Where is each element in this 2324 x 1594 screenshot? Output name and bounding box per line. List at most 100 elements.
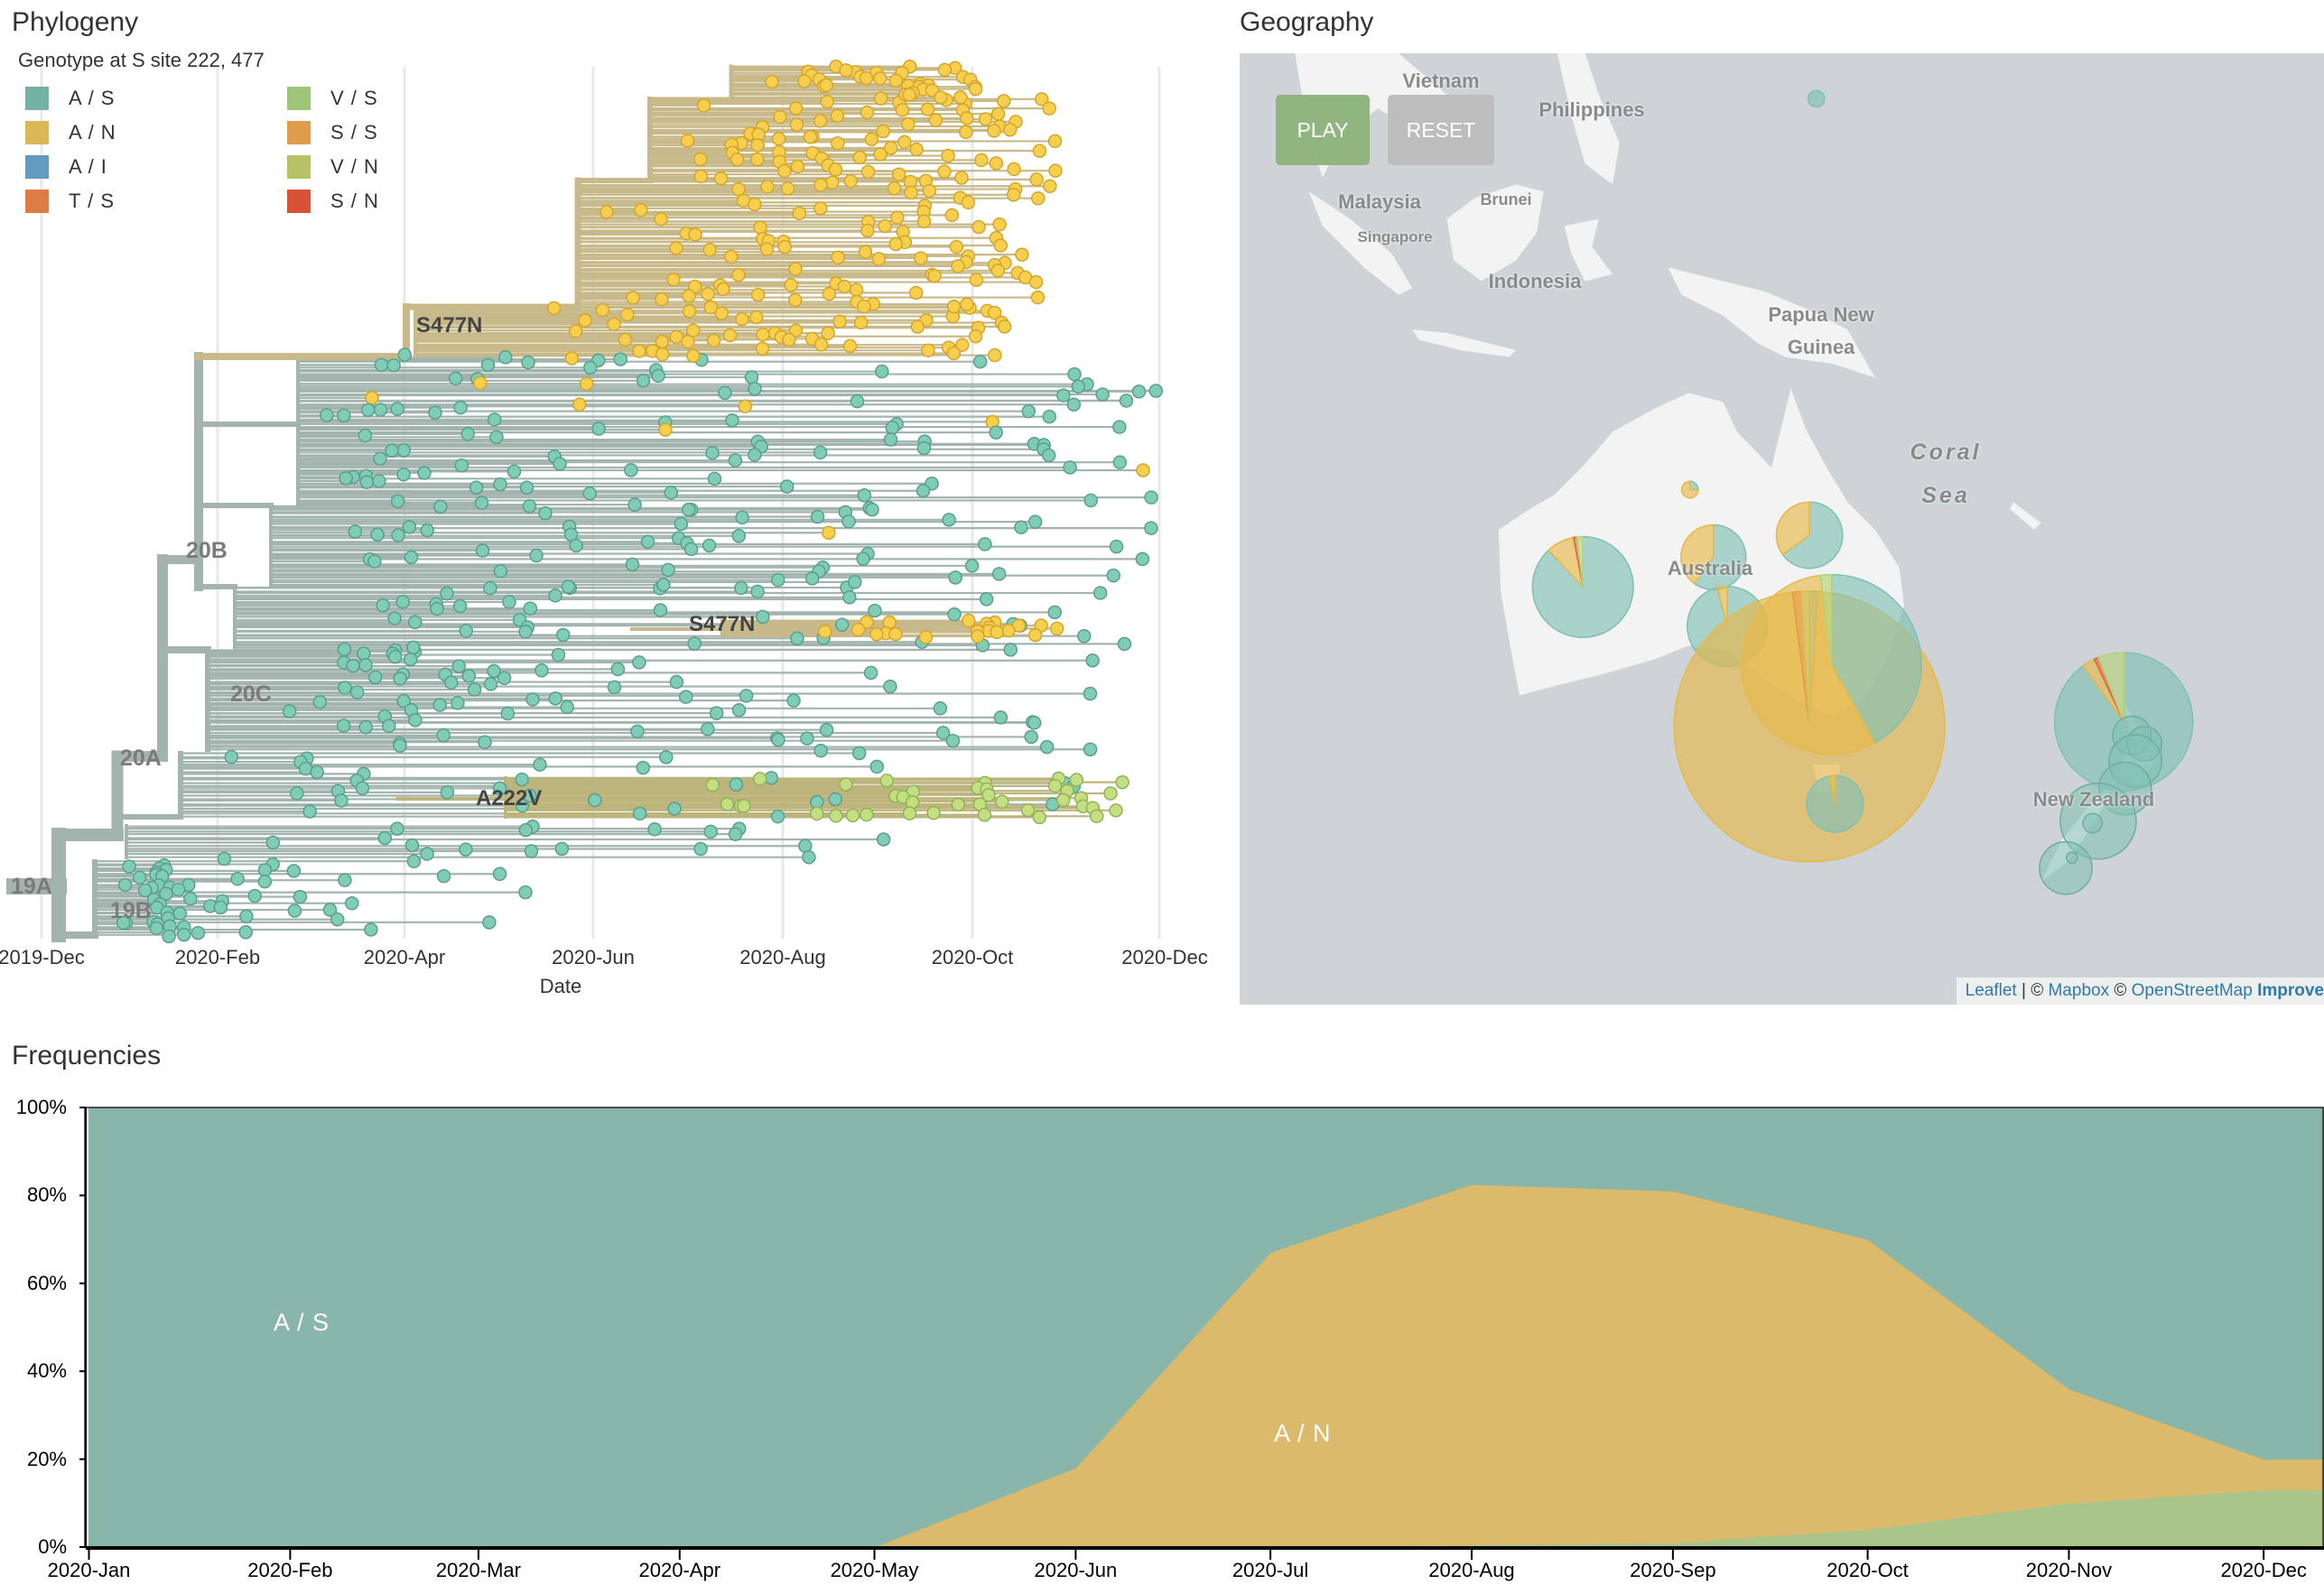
tree-tip <box>396 443 411 458</box>
tree-tip <box>682 304 697 319</box>
pie-slice <box>1576 535 1584 588</box>
reset-button[interactable]: RESET <box>1388 95 1494 165</box>
y-tick-label: 60% <box>26 1271 67 1294</box>
tree-tip <box>472 375 488 391</box>
tree-tip <box>408 713 423 727</box>
location-pie[interactable] <box>1680 480 1699 499</box>
improve-link[interactable]: Improve <box>2257 981 2324 1000</box>
tree-tip <box>583 360 598 375</box>
tree-tip <box>879 774 894 788</box>
tree-tip <box>773 109 787 125</box>
tree-tip <box>720 797 735 811</box>
tree-tip <box>750 287 766 302</box>
y-tick-label: 80% <box>26 1183 67 1207</box>
tree-tip <box>756 609 770 625</box>
tree-tip <box>722 328 738 343</box>
tree-tip <box>910 320 925 334</box>
tree-x-tick: 2020-Jun <box>552 946 635 968</box>
tree-tip <box>515 798 530 813</box>
legend-label: A / S <box>69 87 116 109</box>
phylogeny-tree[interactable] <box>0 0 1201 1011</box>
tree-tip <box>883 679 897 694</box>
legend-item[interactable]: A / S <box>25 85 115 112</box>
tree-tip <box>385 443 399 458</box>
location-pie[interactable] <box>1741 573 1922 755</box>
tree-tip <box>834 617 850 632</box>
tree-tip <box>653 603 668 617</box>
tree-tip <box>871 252 887 266</box>
tree-tip <box>390 402 404 416</box>
tree-tip <box>679 690 693 704</box>
tree-tip <box>373 403 388 417</box>
tree-tip <box>515 772 529 787</box>
tree-tip <box>474 496 489 510</box>
tree-tip <box>1069 773 1084 787</box>
tree-tip <box>489 430 504 445</box>
tree-tip <box>548 691 562 706</box>
legend-item[interactable]: V / S <box>287 85 378 112</box>
tree-tip <box>779 479 795 494</box>
tree-tip <box>1085 653 1100 668</box>
legend-item[interactable]: A / N <box>25 119 116 146</box>
legend-item[interactable]: A / I <box>25 153 107 181</box>
tree-tip <box>1042 101 1056 116</box>
tree-tip <box>349 685 365 700</box>
tree-tip <box>1083 742 1098 756</box>
pie-slice <box>1807 89 1826 108</box>
location-pie[interactable] <box>1680 524 1747 591</box>
tree-tip <box>524 844 539 858</box>
tree-tip <box>852 150 868 165</box>
pie-slice <box>1828 774 1836 804</box>
tree-tip <box>1071 379 1086 394</box>
philippines-land <box>1557 53 1620 185</box>
tree-x-tick: 2020-Apr <box>363 946 446 968</box>
frequencies-chart[interactable] <box>0 1083 2324 1594</box>
map-layer <box>1295 53 2194 895</box>
tree-tip <box>560 700 574 715</box>
location-pie[interactable] <box>1807 89 1826 108</box>
tree-tip <box>330 912 345 927</box>
tree-tip <box>483 580 497 596</box>
tree-tip <box>748 197 762 212</box>
legend-label: T / S <box>69 190 116 212</box>
pie-slice <box>1775 501 1810 556</box>
tree-tip <box>750 138 765 153</box>
tree-tip <box>404 838 420 853</box>
tree-tip <box>865 502 879 517</box>
play-button[interactable]: PLAY <box>1276 95 1370 165</box>
tree-tip <box>572 397 587 412</box>
legend-item[interactable]: S / N <box>287 188 379 215</box>
tree-tip <box>1003 643 1018 657</box>
tree-tip <box>858 245 873 259</box>
location-pie[interactable] <box>1806 774 1864 833</box>
osm-link[interactable]: OpenStreetMap <box>2131 981 2253 1000</box>
tree-tip <box>1083 686 1098 701</box>
legend-item[interactable]: T / S <box>25 188 115 215</box>
tree-tip <box>850 394 865 409</box>
tree-tip <box>647 822 662 837</box>
location-pie[interactable] <box>1775 501 1844 570</box>
leaflet-link[interactable]: Leaflet <box>1965 981 2017 1000</box>
tree-tip <box>822 286 837 301</box>
tree-tip <box>177 927 191 942</box>
mapbox-link[interactable]: Mapbox <box>2048 981 2110 1000</box>
tree-tip <box>453 400 468 415</box>
x-tick-label: 2020-Sep <box>1630 1559 1716 1581</box>
tree-tip <box>927 268 942 283</box>
tree-tip <box>876 832 891 847</box>
map-canvas[interactable] <box>1240 53 2324 1005</box>
map-label-vietnam: Vietnam <box>1402 70 1480 92</box>
location-circle <box>2065 851 2078 865</box>
legend-label: V / S <box>330 87 378 109</box>
tree-x-tick: 2019-Dec <box>0 946 85 968</box>
pie-slice <box>1716 585 1728 627</box>
map[interactable]: Vietnam Philippines Malaysia Brunei Sing… <box>1240 53 2324 1005</box>
tree-tip <box>987 124 1001 138</box>
location-pie[interactable] <box>1531 535 1634 638</box>
tree-tip <box>873 71 888 86</box>
legend-item[interactable]: S / S <box>287 119 378 146</box>
tree-tip <box>1077 628 1092 644</box>
tree-tip <box>1109 803 1123 818</box>
legend-item[interactable]: V / N <box>287 153 379 181</box>
tree-tip <box>482 915 497 930</box>
